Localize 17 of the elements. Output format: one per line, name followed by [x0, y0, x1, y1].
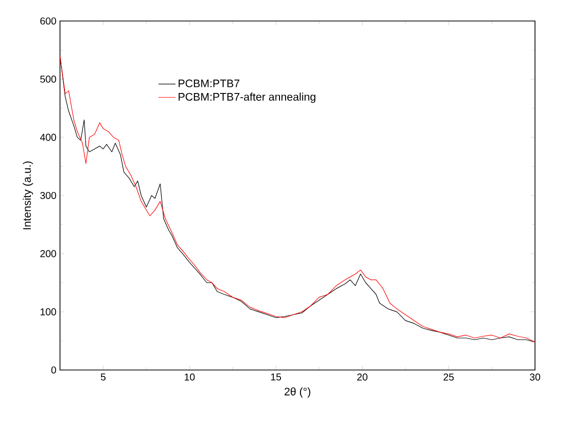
- y-tick-label: 600: [40, 17, 56, 25]
- y-tick-label: 0: [51, 366, 56, 374]
- legend-label: PCBM:PTB7-after annealing: [178, 92, 316, 103]
- x-tick-label: 5: [100, 374, 106, 380]
- y-tick-label: 200: [40, 250, 56, 258]
- x-tick-label: 15: [271, 374, 282, 380]
- x-tick-label: 20: [357, 374, 368, 381]
- x-axis-title: 2θ (°): [284, 387, 310, 398]
- y-tick-label: 100: [40, 308, 56, 316]
- legend-label: PCBM:PTB7: [178, 80, 240, 88]
- y-tick-label: 300: [40, 192, 56, 200]
- y-tick-label: 500: [40, 76, 56, 83]
- x-tick-label: 10: [184, 374, 195, 381]
- y-axis-title: Intensity (a.u.): [22, 161, 34, 230]
- x-tick-label: 25: [444, 374, 454, 381]
- x-tick-label: 30: [530, 374, 540, 381]
- y-tick-label: 400: [40, 134, 56, 141]
